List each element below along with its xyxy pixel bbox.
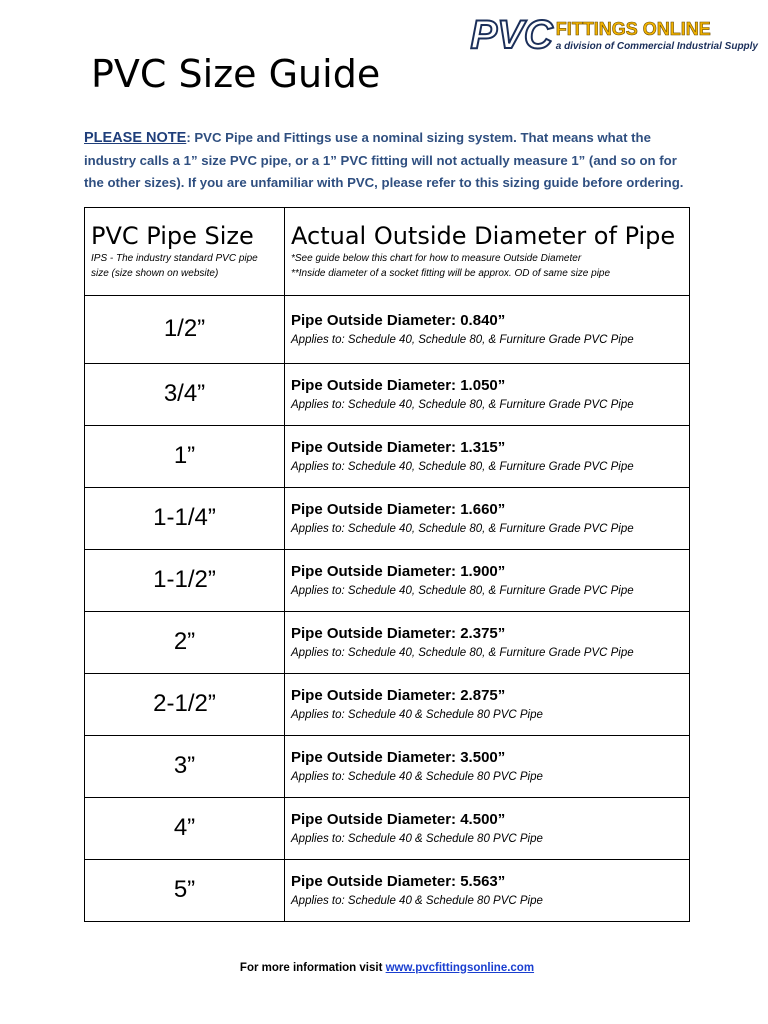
outside-diameter: Pipe Outside Diameter: 2.875” bbox=[291, 687, 506, 704]
header-od: Actual Outside Diameter of Pipe *See gui… bbox=[284, 206, 690, 296]
applies-to: Applies to: Schedule 40 & Schedule 80 PV… bbox=[291, 895, 543, 907]
header-size: PVC Pipe Size IPS - The industry standar… bbox=[84, 206, 285, 296]
od-cell: Pipe Outside Diameter: 1.050” Applies to:… bbox=[284, 362, 690, 426]
outside-diameter: Pipe Outside Diameter: 0.840” bbox=[291, 312, 506, 329]
od-cell: Pipe Outside Diameter: 1.660” Applies to:… bbox=[284, 486, 690, 550]
note-label: PLEASE NOTE bbox=[84, 130, 187, 146]
table-header-row: PVC Pipe Size IPS - The industry standar… bbox=[84, 206, 690, 296]
table-row: 5” Pipe Outside Diameter: 5.563” Applies … bbox=[84, 858, 690, 922]
website-link[interactable]: www.pvcfittingsonline.com bbox=[385, 961, 535, 974]
pipe-size: 1-1/4” bbox=[84, 486, 285, 550]
applies-to: Applies to: Schedule 40, Schedule 80, & … bbox=[291, 399, 634, 411]
header-size-sub: IPS - The industry standard PVC pipe siz… bbox=[91, 253, 258, 279]
table-row: 1-1/4” Pipe Outside Diameter: 1.660” Appl… bbox=[84, 486, 690, 550]
logo: PVC FITTINGS ONLINE a division of Commer… bbox=[469, 10, 758, 60]
page-title: PVC Size Guide bbox=[91, 52, 381, 96]
od-cell: Pipe Outside Diameter: 1.315” Applies to:… bbox=[284, 424, 690, 488]
footer: For more information visit www.pvcfittin… bbox=[84, 962, 690, 974]
applies-to: Applies to: Schedule 40, Schedule 80, & … bbox=[291, 523, 634, 535]
pipe-size: 3/4” bbox=[84, 362, 285, 426]
od-cell: Pipe Outside Diameter: 0.840” Applies to:… bbox=[284, 294, 690, 364]
header-size-title: PVC Pipe Size bbox=[91, 222, 254, 250]
od-cell: Pipe Outside Diameter: 5.563” Applies to:… bbox=[284, 858, 690, 922]
pipe-size: 1-1/2” bbox=[84, 548, 285, 612]
pipe-size: 5” bbox=[84, 858, 285, 922]
header-od-sub2: **Inside diameter of a socket fitting wi… bbox=[291, 268, 611, 279]
outside-diameter: Pipe Outside Diameter: 1.900” bbox=[291, 563, 506, 580]
header-od-title: Actual Outside Diameter of Pipe bbox=[291, 222, 676, 250]
table-row: 3” Pipe Outside Diameter: 3.500” Applies … bbox=[84, 734, 690, 798]
od-cell: Pipe Outside Diameter: 1.900” Applies to:… bbox=[284, 548, 690, 612]
note: PLEASE NOTE: PVC Pipe and Fittings use a… bbox=[84, 127, 690, 195]
applies-to: Applies to: Schedule 40, Schedule 80, & … bbox=[291, 461, 634, 473]
outside-diameter: Pipe Outside Diameter: 1.660” bbox=[291, 501, 506, 518]
pipe-size: 1/2” bbox=[84, 294, 285, 364]
table-row: 2” Pipe Outside Diameter: 2.375” Applies … bbox=[84, 610, 690, 674]
outside-diameter: Pipe Outside Diameter: 5.563” bbox=[291, 873, 506, 890]
logo-tagline: a division of Commercial Industrial Supp… bbox=[555, 40, 758, 52]
applies-to: Applies to: Schedule 40 & Schedule 80 PV… bbox=[291, 709, 543, 721]
applies-to: Applies to: Schedule 40 & Schedule 80 PV… bbox=[291, 833, 543, 845]
applies-to: Applies to: Schedule 40, Schedule 80, & … bbox=[291, 585, 634, 597]
outside-diameter: Pipe Outside Diameter: 1.315” bbox=[291, 439, 506, 456]
logo-sub: FITTINGS ONLINE bbox=[555, 18, 711, 39]
od-cell: Pipe Outside Diameter: 3.500” Applies to:… bbox=[284, 734, 690, 798]
table-row: 1/2” Pipe Outside Diameter: 0.840” Applie… bbox=[84, 294, 690, 364]
pipe-size: 3” bbox=[84, 734, 285, 798]
content: PLEASE NOTE: PVC Pipe and Fittings use a… bbox=[84, 127, 690, 974]
logo-text: FITTINGS ONLINE a division of Commercial… bbox=[555, 18, 758, 53]
outside-diameter: Pipe Outside Diameter: 1.050” bbox=[291, 377, 506, 394]
outside-diameter: Pipe Outside Diameter: 4.500” bbox=[291, 811, 506, 828]
applies-to: Applies to: Schedule 40, Schedule 80, & … bbox=[291, 647, 634, 659]
pipe-size: 1” bbox=[84, 424, 285, 488]
table-row: 1-1/2” Pipe Outside Diameter: 1.900” Appl… bbox=[84, 548, 690, 612]
pipe-size: 4” bbox=[84, 796, 285, 860]
footer-text: For more information visit bbox=[239, 961, 386, 974]
logo-main: PVC bbox=[469, 12, 553, 58]
size-table: PVC Pipe Size IPS - The industry standar… bbox=[84, 206, 690, 922]
table-row: 3/4” Pipe Outside Diameter: 1.050” Applie… bbox=[84, 362, 690, 426]
od-cell: Pipe Outside Diameter: 2.875” Applies to:… bbox=[284, 672, 690, 736]
header-od-sub1: *See guide below this chart for how to m… bbox=[291, 253, 582, 264]
od-cell: Pipe Outside Diameter: 4.500” Applies to:… bbox=[284, 796, 690, 860]
applies-to: Applies to: Schedule 40 & Schedule 80 PV… bbox=[291, 771, 543, 783]
table-row: 1” Pipe Outside Diameter: 1.315” Applies … bbox=[84, 424, 690, 488]
note-text: : PVC Pipe and Fittings use a nominal si… bbox=[84, 130, 684, 190]
od-cell: Pipe Outside Diameter: 2.375” Applies to:… bbox=[284, 610, 690, 674]
outside-diameter: Pipe Outside Diameter: 3.500” bbox=[291, 749, 506, 766]
applies-to: Applies to: Schedule 40, Schedule 80, & … bbox=[291, 334, 634, 346]
outside-diameter: Pipe Outside Diameter: 2.375” bbox=[291, 625, 506, 642]
table-row: 2-1/2” Pipe Outside Diameter: 2.875” Appl… bbox=[84, 672, 690, 736]
table-row: 4” Pipe Outside Diameter: 4.500” Applies … bbox=[84, 796, 690, 860]
pipe-size: 2-1/2” bbox=[84, 672, 285, 736]
pipe-size: 2” bbox=[84, 610, 285, 674]
